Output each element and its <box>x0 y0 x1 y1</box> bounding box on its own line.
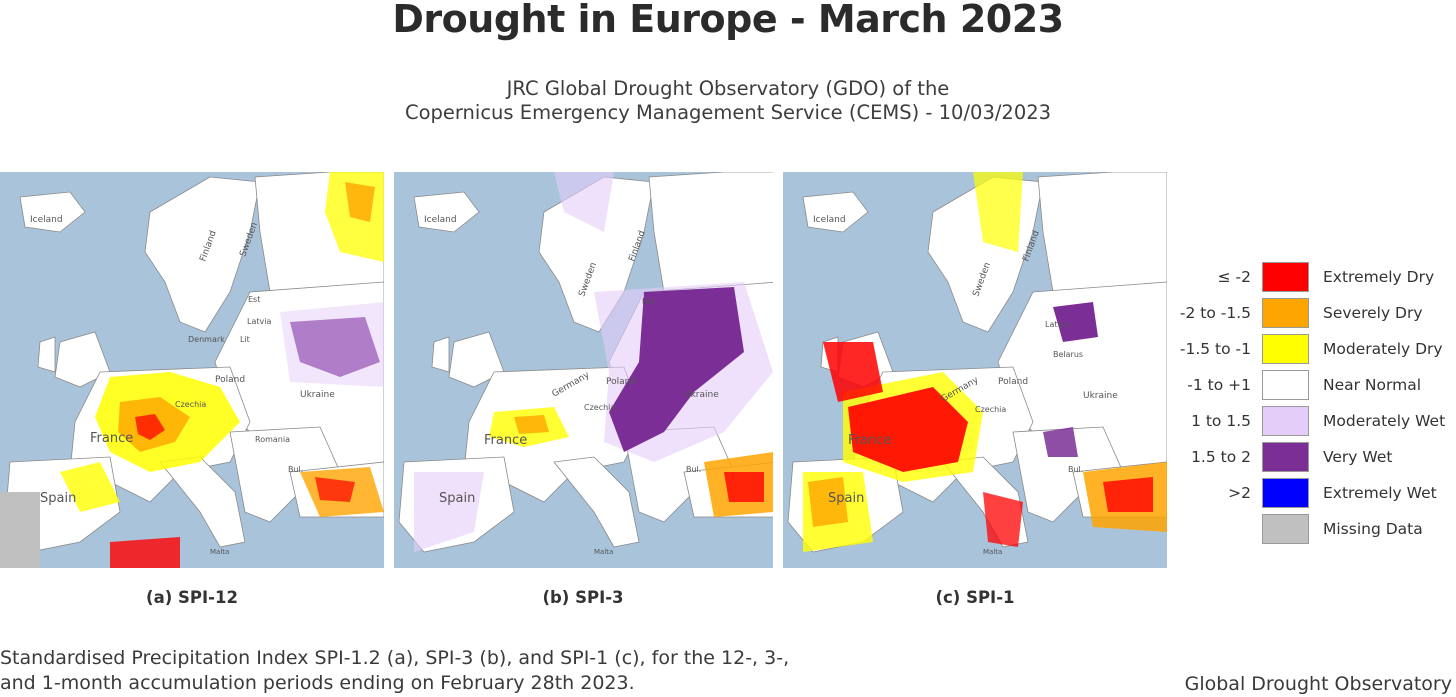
label-bulgaria: Bul. <box>1068 465 1083 474</box>
page-title: Drought in Europe - March 2023 <box>392 0 1064 41</box>
legend-range: >2 <box>1228 484 1251 502</box>
label-bulgaria: Bul. <box>288 465 303 474</box>
legend-label: Moderately Wet <box>1323 412 1446 430</box>
legend-item: -1.5 to -1 Moderately Dry <box>1170 333 1456 365</box>
label-denmark: Denmark <box>188 335 225 344</box>
caption-spi-12: (a) SPI-12 <box>146 588 238 607</box>
legend-swatch <box>1262 514 1309 544</box>
legend-swatch <box>1262 262 1309 292</box>
label-iceland: Iceland <box>424 215 457 225</box>
map-panel-spi-12: Iceland Sweden Finland Est Latvia Lit De… <box>0 172 384 568</box>
label-france: France <box>90 431 133 446</box>
legend-item: -2 to -1.5 Severely Dry <box>1170 297 1456 329</box>
legend-label: Very Wet <box>1323 448 1393 466</box>
label-poland: Poland <box>606 377 636 387</box>
legend-swatch <box>1262 442 1309 472</box>
legend-swatch <box>1262 406 1309 436</box>
label-bulgaria: Bul. <box>686 465 701 474</box>
label-czechia: Czechia <box>175 400 206 409</box>
label-malta: Malta <box>983 548 1002 556</box>
label-czechia: Czechia <box>584 403 615 412</box>
caption-spi-1: (c) SPI-1 <box>935 588 1015 607</box>
legend-label: Moderately Dry <box>1323 340 1443 358</box>
legend-item: 1 to 1.5 Moderately Wet <box>1170 405 1456 437</box>
label-spain: Spain <box>439 491 475 506</box>
label-romania: Romania <box>255 435 290 444</box>
subtitle-line-1: JRC Global Drought Observatory (GDO) of … <box>506 77 950 100</box>
label-latvia: Latvia <box>1045 320 1069 329</box>
caption-spi-3: (b) SPI-3 <box>542 588 624 607</box>
label-poland: Poland <box>998 377 1028 387</box>
legend-item: >2 Extremely Wet <box>1170 477 1456 509</box>
legend-label: Near Normal <box>1323 376 1422 394</box>
label-estonia: Est <box>248 295 260 304</box>
map-panel-spi-3: Iceland Sweden Finland Est Poland Ukrain… <box>394 172 773 568</box>
legend-label: Extremely Wet <box>1323 484 1437 502</box>
label-malta: Malta <box>594 548 613 556</box>
label-belarus: Belarus <box>1053 350 1083 359</box>
label-spain: Spain <box>40 491 76 506</box>
label-iceland: Iceland <box>813 215 846 225</box>
label-france: France <box>484 433 527 448</box>
legend-range: 1 to 1.5 <box>1191 412 1251 430</box>
legend-label: Missing Data <box>1323 520 1423 538</box>
legend-swatch <box>1262 334 1309 364</box>
drought-overlay-spi-1 <box>803 172 1167 552</box>
label-ukraine: Ukraine <box>300 390 335 400</box>
label-malta: Malta <box>210 548 229 556</box>
label-czechia: Czechia <box>975 405 1006 414</box>
label-latvia: Latvia <box>247 317 271 326</box>
map-panel-spi-1: Iceland Sweden Finland Latvia Belarus Po… <box>783 172 1167 568</box>
label-lithuania: Lit <box>240 335 250 344</box>
label-poland: Poland <box>215 375 245 385</box>
label-spain: Spain <box>828 491 864 506</box>
legend-range: 1.5 to 2 <box>1191 448 1251 466</box>
map-spi-1: Iceland Sweden Finland Latvia Belarus Po… <box>787 172 1167 556</box>
credit: Global Drought Observatory <box>1184 673 1452 695</box>
legend-swatch <box>1262 370 1309 400</box>
map-spi-12: Iceland Sweden Finland Est Latvia Lit De… <box>0 172 384 568</box>
description-line-2: and 1-month accumulation periods ending … <box>0 672 635 694</box>
legend-label: Extremely Dry <box>1323 268 1435 286</box>
label-iceland: Iceland <box>30 215 63 225</box>
subtitle-line-2: Copernicus Emergency Management Service … <box>404 101 1052 124</box>
description-line-1: Standardised Precipitation Index SPI-1.2… <box>0 647 790 669</box>
map-spi-3: Iceland Sweden Finland Est Poland Ukrain… <box>398 172 773 556</box>
legend-item: ≤ -2 Extremely Dry <box>1170 261 1456 293</box>
legend-swatch <box>1262 478 1309 508</box>
figure-description: Standardised Precipitation Index SPI-1.2… <box>0 646 789 696</box>
legend-range: -1.5 to -1 <box>1179 340 1251 358</box>
legend-range: ≤ -2 <box>1217 268 1251 286</box>
drought-overlay-spi-3 <box>414 172 773 552</box>
drought-overlay-spi-12 <box>0 172 384 568</box>
legend-range: -1 to +1 <box>1187 376 1251 394</box>
legend-label: Severely Dry <box>1323 304 1423 322</box>
legend-range: -2 to -1.5 <box>1179 304 1251 322</box>
legend-item: 1.5 to 2 Very Wet <box>1170 441 1456 473</box>
legend-swatch <box>1262 298 1309 328</box>
label-ukraine: Ukraine <box>1083 391 1118 401</box>
legend-item: -1 to +1 Near Normal <box>1170 369 1456 401</box>
label-estonia: Est <box>642 297 654 306</box>
legend-item: Missing Data <box>1170 513 1456 545</box>
label-france: France <box>848 433 891 448</box>
label-ukraine: Ukraine <box>684 390 719 400</box>
